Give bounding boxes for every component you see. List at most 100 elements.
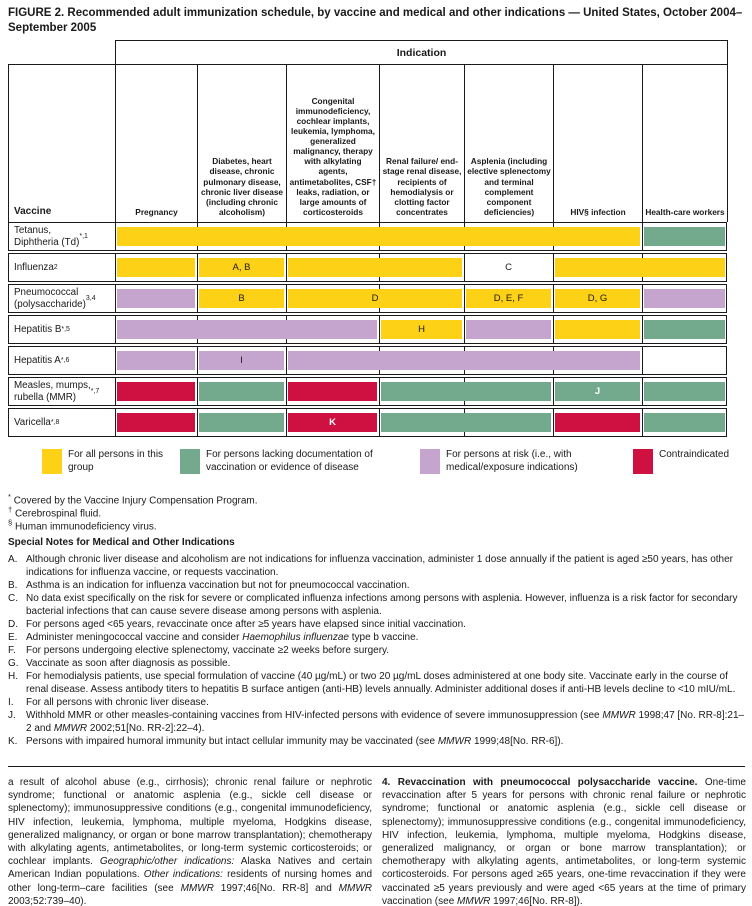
vaccine-superscript: *,1 (79, 233, 88, 240)
column-header-0: Pregnancy (135, 206, 178, 217)
indication-label: Indication (396, 46, 447, 59)
schedule-bar (117, 320, 377, 339)
schedule-bar (555, 320, 640, 339)
legend-label: Contraindicated (659, 449, 730, 460)
vaccine-superscript: *,7 (90, 388, 100, 395)
legend-label: For persons at risk (i.e., with medical/… (446, 449, 578, 473)
note-item: K. Persons with impaired humoral immunity… (8, 735, 746, 748)
grid-line (286, 254, 287, 281)
table-row: Hepatitis A *,6 I (8, 346, 727, 375)
schedule-bar (555, 258, 725, 277)
text-segment: Haemophilus influenzae (242, 632, 349, 643)
legend-swatch-purple (420, 449, 440, 474)
note-letter: C. (8, 593, 18, 604)
schedule-bar (644, 227, 725, 246)
grid-line (115, 254, 116, 281)
grid-line (642, 316, 643, 343)
grid-line (115, 64, 116, 222)
legend-swatch-red (633, 449, 653, 474)
schedule-bar: C (505, 262, 512, 273)
schedule-bar (644, 413, 725, 432)
vaccine-name-text: Measles, mumps, rubella (MMR) (14, 380, 91, 403)
grid-line (197, 378, 198, 405)
note-letter: E. (8, 632, 18, 643)
schedule-bar (117, 382, 195, 401)
legend-label: For all persons in this group (68, 449, 164, 473)
note-text: Withhold MMR or other measles-containing… (26, 709, 746, 735)
vaccine-name: Measles, mumps, rubella (MMR) *,7 (14, 378, 115, 405)
text-segment: 1999;48[No. RR-6]). (471, 736, 564, 747)
note-letter: J. (8, 710, 16, 721)
grid-line (286, 285, 287, 312)
vaccine-column-header: Vaccine (14, 206, 52, 217)
schedule-bar (117, 227, 640, 246)
footnote: * Covered by the Vaccine Injury Compensa… (8, 492, 258, 506)
schedule-bar (644, 320, 725, 339)
table-row: Influenza 2 A, B C (8, 253, 727, 282)
grid-line (197, 285, 198, 312)
text-segment: No data exist specifically on the risk f… (26, 593, 738, 617)
vaccine-superscript: *,8 (50, 419, 60, 426)
grid-line (115, 285, 116, 312)
grid-line (115, 223, 116, 250)
grid-line (642, 378, 643, 405)
column-header-2: Congenital immunodeficiency, cochlear im… (289, 95, 377, 217)
grid-line (197, 347, 198, 374)
column-header-6: Health-care workers (645, 206, 725, 217)
note-letter: B. (8, 580, 18, 591)
grid-line (379, 378, 380, 405)
schedule-bar (644, 382, 725, 401)
legend-swatch-yellow (42, 449, 62, 474)
text-segment: type b vaccine. (348, 632, 419, 643)
schedule-bar (555, 413, 640, 432)
text-segment: Although chronic liver disease and alcoh… (26, 554, 734, 578)
text-segment: Geographic/other indications: (99, 856, 235, 868)
text-segment: MMWR (457, 895, 491, 906)
grid-line (379, 316, 380, 343)
vaccine-name: Varicella *,8 (14, 409, 115, 436)
text-segment: MMWR (180, 882, 214, 894)
grid-line (8, 64, 727, 65)
schedule-bar: I (199, 351, 284, 370)
vaccine-name-text: Varicella (14, 416, 51, 428)
text-segment: 1997;46[No. RR-8] and (213, 882, 339, 894)
table-row: Pneumococcal (polysaccharide) 3,4 B D D, E, … (8, 284, 727, 313)
note-letter: H. (8, 671, 18, 682)
schedule-bar (644, 289, 725, 308)
grid-line (553, 254, 554, 281)
footnote-text: Cerebrospinal fluid. (12, 508, 102, 520)
footnote-symbol: † (8, 505, 13, 514)
schedule-bar: D, G (555, 289, 640, 308)
column-header-3: Renal failure/ end-stage renal disease, … (382, 156, 462, 217)
grid-line (8, 64, 9, 222)
text-segment: Persons with impaired humoral immunity b… (26, 736, 438, 747)
notes-heading: Special Notes for Medical and Other Indi… (8, 537, 235, 548)
text-segment: 2003;52:739–40). (8, 895, 87, 906)
table-row: Varicella *,8 K (8, 408, 727, 437)
text-segment: MMWR (338, 882, 372, 894)
text-segment: For persons undergoing elective splenect… (26, 645, 390, 656)
text-segment: 2002;51[No. RR-2]:22–4). (87, 723, 205, 734)
text-segment: For all persons with chronic liver disea… (26, 697, 209, 708)
note-item: J. Withhold MMR or other measles-containi… (8, 709, 746, 735)
grid-line (379, 409, 380, 436)
footnote-text: Human immunodeficiency virus. (12, 521, 157, 533)
text-segment: MMWR (602, 710, 636, 721)
vaccine-name-text: Hepatitis A (14, 354, 61, 366)
schedule-bar: K (288, 413, 377, 432)
note-letter: A. (8, 554, 18, 565)
grid-line (553, 378, 554, 405)
grid-line (197, 64, 198, 222)
grid-line (286, 409, 287, 436)
text-segment: For persons aged <65 years, revaccinate … (26, 619, 466, 630)
grid-line (553, 409, 554, 436)
vaccine-name: Hepatitis A *,6 (14, 347, 115, 374)
grid-line (197, 254, 198, 281)
bottom-left-column: a result of alcohol abuse (e.g., cirrhos… (8, 776, 372, 906)
note-text: Asthma is an indication for influenza va… (26, 579, 746, 592)
note-item: E. Administer meningococcal vaccine and c… (8, 631, 746, 644)
note-letter: K. (8, 736, 18, 747)
grid-line (642, 64, 643, 222)
text-segment: Asthma is an indication for influenza va… (26, 580, 410, 591)
footnote-symbol: § (8, 518, 13, 527)
